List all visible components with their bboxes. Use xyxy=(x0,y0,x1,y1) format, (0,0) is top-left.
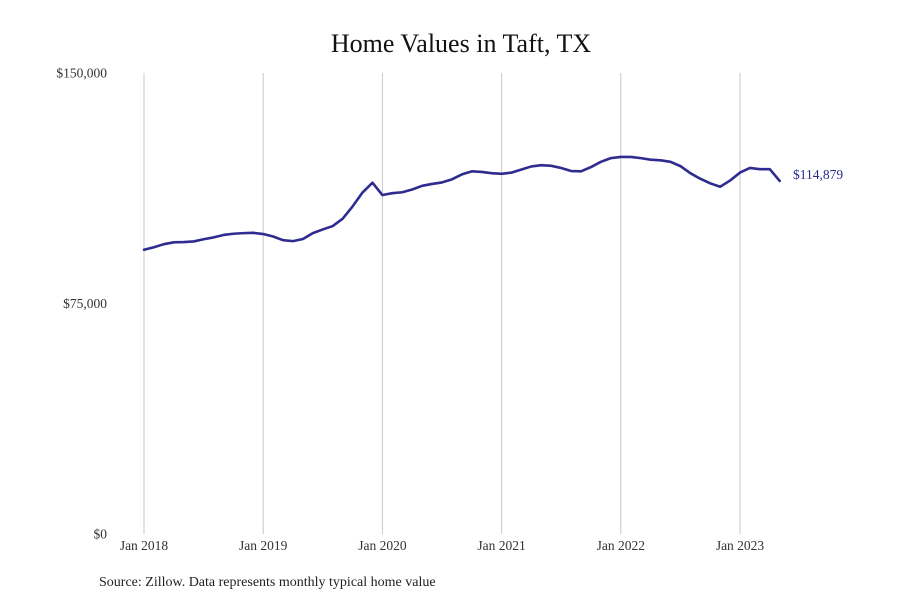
x-tick-label: Jan 2020 xyxy=(358,538,407,553)
x-tick-label: Jan 2022 xyxy=(597,538,645,553)
y-tick-label: $150,000 xyxy=(56,66,107,81)
series-layer xyxy=(142,155,782,252)
x-axis-ticks: Jan 2018 Jan 2019 Jan 2020 Jan 2021 Jan 2022… xyxy=(120,538,765,553)
x-tick-label: Jan 2023 xyxy=(716,538,765,553)
gridlines xyxy=(143,73,741,534)
x-tick-label: Jan 2021 xyxy=(477,538,525,553)
source-note: Source: Zillow. Data represents monthly … xyxy=(99,575,436,590)
y-tick-label: $0 xyxy=(94,527,108,542)
y-axis-ticks: $150,000 $75,000 $0 xyxy=(56,66,107,542)
series-line xyxy=(142,155,782,252)
chart-title: Home Values in Taft, TX xyxy=(331,29,592,58)
y-tick-label: $75,000 xyxy=(63,296,107,311)
x-tick-label: Jan 2019 xyxy=(239,538,288,553)
x-tick-label: Jan 2018 xyxy=(120,538,169,553)
last-value-label: $114,879 xyxy=(793,167,843,182)
